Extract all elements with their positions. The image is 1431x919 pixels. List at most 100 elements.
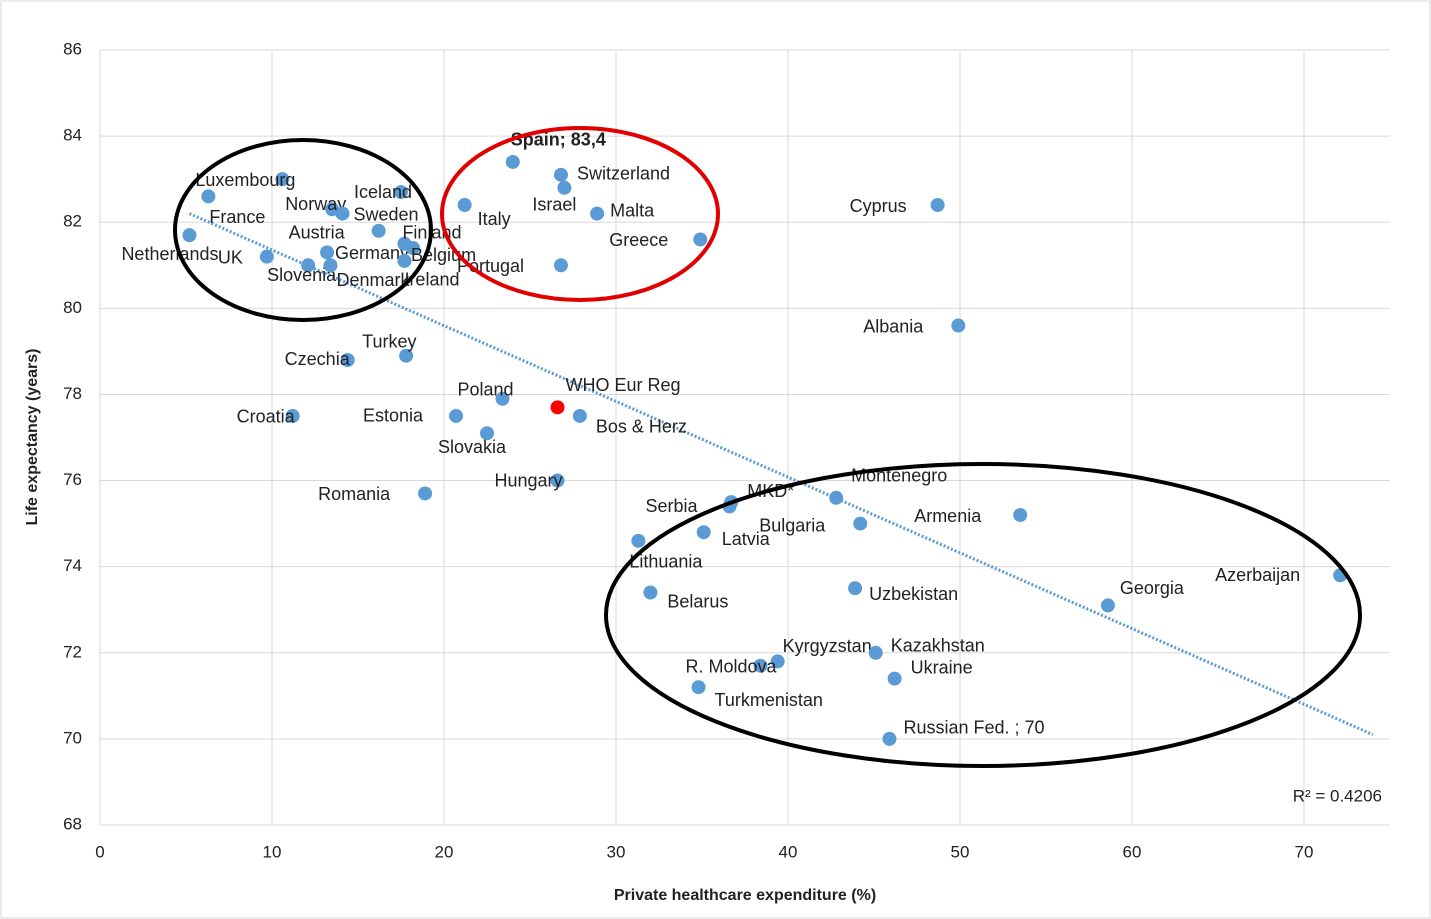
point-label: Armenia [914, 506, 982, 526]
y-tick-label: 82 [63, 212, 82, 231]
point-label: Ukraine [911, 657, 973, 677]
point-label: Sweden [354, 204, 419, 224]
point-label: Bos & Herz [596, 417, 687, 437]
point-label: Luxembourg [195, 170, 295, 190]
x-tick-label: 40 [779, 842, 798, 861]
y-tick-label: 70 [63, 728, 82, 747]
point-label: UK [218, 247, 243, 267]
y-tick-label: 80 [63, 298, 82, 317]
trendline-label: R² = 0.4206 [1293, 786, 1382, 805]
y-tick-label: 68 [63, 814, 82, 833]
cluster-outline [440, 126, 720, 302]
point [1100, 598, 1115, 613]
point [693, 232, 708, 247]
point [320, 245, 335, 260]
reference-label: WHO Eur Reg [566, 375, 681, 395]
point [399, 348, 414, 363]
point [505, 154, 520, 169]
y-tick-label: 74 [63, 556, 82, 575]
point-label: Czechia [285, 349, 351, 369]
x-tick-label: 30 [607, 842, 626, 861]
point-label: Bulgaria [759, 515, 826, 535]
cluster-outline [173, 138, 433, 322]
point-label: Malta [610, 200, 655, 220]
point [457, 198, 472, 212]
point [887, 671, 902, 686]
point [418, 486, 433, 501]
y-tick-label: 72 [63, 642, 82, 661]
point [301, 258, 316, 273]
x-tick-label: 60 [1123, 842, 1142, 861]
point [882, 731, 897, 746]
point [259, 249, 274, 264]
point-label: Kazakhstan [891, 636, 985, 656]
point [285, 408, 300, 423]
point [853, 516, 868, 531]
point-label: France [209, 207, 265, 227]
point [572, 408, 587, 423]
point-label: Kyrgyzstan [783, 636, 872, 656]
point [371, 223, 386, 238]
point-label: Austria [289, 223, 346, 243]
point-label: Lithuania [629, 552, 703, 572]
point [643, 585, 658, 600]
point-label: Spain; 83,4 [511, 130, 606, 150]
point [323, 258, 338, 273]
x-tick-label: 50 [951, 842, 970, 861]
point-label: Switzerland [577, 164, 670, 184]
x-tick-label: 20 [435, 842, 454, 861]
point [406, 241, 421, 256]
y-tick-label: 78 [63, 384, 82, 403]
point-label: Belarus [667, 591, 728, 611]
point-label: Israel [532, 195, 576, 215]
reference-point [550, 400, 565, 415]
point-label: Poland [457, 380, 513, 400]
y-axis-title: Life expectancy (years) [24, 349, 41, 526]
point-label: Serbia [646, 496, 699, 516]
point [557, 180, 572, 195]
point [394, 185, 408, 200]
point [691, 680, 706, 695]
point [951, 318, 966, 333]
point [495, 391, 510, 406]
point-label: Cyprus [850, 196, 907, 216]
plot: R² = 0.4206 Luxembourg France Netherlands UK… [121, 130, 1382, 806]
point [930, 198, 945, 212]
point-label: Norway [285, 194, 346, 214]
point-label: Netherlands [121, 244, 218, 264]
point [868, 645, 883, 660]
point-label: Ireland [404, 270, 459, 290]
point-label: Germany [335, 243, 409, 263]
point [631, 533, 646, 548]
point-label: Uzbekistan [869, 584, 958, 604]
point-label: Estonia [363, 406, 424, 426]
cluster-outline [604, 462, 1362, 768]
y-tick-label: 84 [63, 126, 82, 145]
point [1013, 508, 1028, 522]
point [449, 408, 464, 423]
point-label: Hungary [495, 470, 563, 490]
point [590, 206, 605, 221]
point [550, 473, 565, 488]
x-axis-title: Private healthcare expenditure (%) [614, 887, 876, 904]
y-tick-label: 76 [63, 470, 82, 489]
point-label: Slovakia [438, 437, 507, 457]
point-label: Denmark [336, 270, 410, 290]
x-tick-label: 10 [263, 842, 282, 861]
point [829, 490, 844, 505]
point [340, 353, 355, 367]
trendline [188, 212, 1374, 736]
point [275, 172, 290, 187]
point-label: Albania [863, 316, 924, 336]
point [335, 206, 350, 221]
point [848, 581, 863, 596]
point [182, 228, 197, 243]
point-label: Slovenia [267, 265, 337, 285]
y-tick-label: 86 [63, 39, 82, 58]
point [480, 426, 494, 441]
point [397, 253, 412, 268]
point [553, 167, 568, 182]
point-label: Azerbaijan [1215, 565, 1300, 585]
